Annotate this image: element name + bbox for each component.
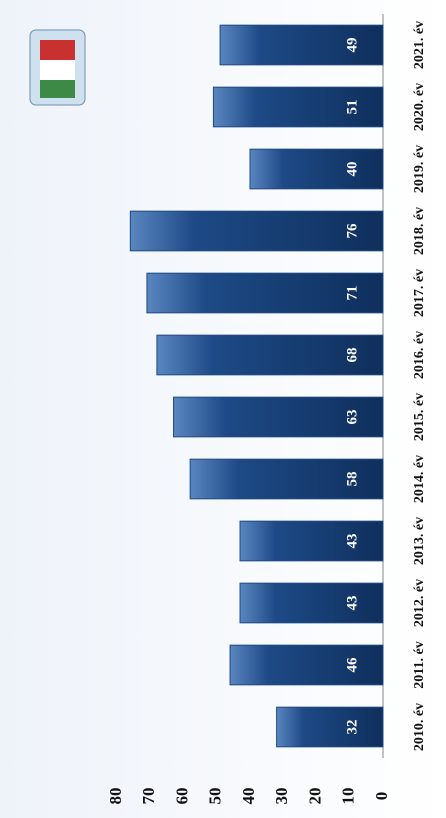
bar [276, 706, 384, 748]
x-tick-label: 2014. év [412, 455, 427, 503]
value-label: 40 [344, 162, 360, 177]
bar [212, 86, 384, 128]
x-tick-label: 2021. év [412, 21, 427, 69]
emblem [29, 29, 86, 106]
y-tick-label: 50 [206, 788, 225, 805]
bar [239, 582, 384, 624]
x-tick-label: 2010. év [412, 703, 427, 751]
x-tick-label: 2011. év [412, 641, 427, 688]
y-tick-label: 10 [339, 788, 358, 805]
plot: 0 10 20 30 40 50 60 70 80 32 2010. év 46 2011. év 43 2… [106, 14, 427, 805]
value-label: 76 [344, 223, 360, 239]
bar [239, 520, 384, 562]
bar [129, 210, 384, 252]
value-label: 58 [344, 472, 360, 487]
y-tick-label: 20 [305, 788, 324, 805]
bar [219, 24, 384, 66]
bar [156, 334, 384, 376]
x-tick-label: 2016. év [412, 331, 427, 379]
y-tick-label: 30 [272, 788, 291, 805]
value-label: 49 [344, 38, 360, 53]
y-tick-label: 60 [172, 788, 191, 805]
bar [173, 396, 384, 438]
bar [146, 272, 384, 314]
x-tick-label: 2018. év [412, 207, 427, 255]
value-label: 46 [344, 657, 360, 673]
value-label: 68 [344, 348, 360, 363]
value-label: 43 [344, 534, 360, 549]
x-tick-label: 2015. év [412, 393, 427, 441]
y-tick-label: 0 [372, 792, 391, 801]
bar [249, 148, 384, 190]
value-label: 43 [344, 596, 360, 611]
x-tick-label: 2017. év [412, 269, 427, 317]
bar [189, 458, 384, 500]
value-label: 32 [344, 720, 360, 735]
x-tick-label: 2012. év [412, 579, 427, 627]
y-tick-label: 70 [139, 788, 158, 805]
x-tick-label: 2013. év [412, 517, 427, 565]
value-label: 71 [344, 286, 360, 301]
value-label: 63 [344, 410, 360, 425]
value-label: 51 [344, 100, 360, 115]
x-tick-label: 2020. év [412, 83, 427, 131]
y-tick-label: 40 [239, 788, 258, 805]
x-tick-label: 2019. év [412, 145, 427, 193]
y-tick-label: 80 [106, 788, 125, 805]
bar [229, 644, 384, 686]
